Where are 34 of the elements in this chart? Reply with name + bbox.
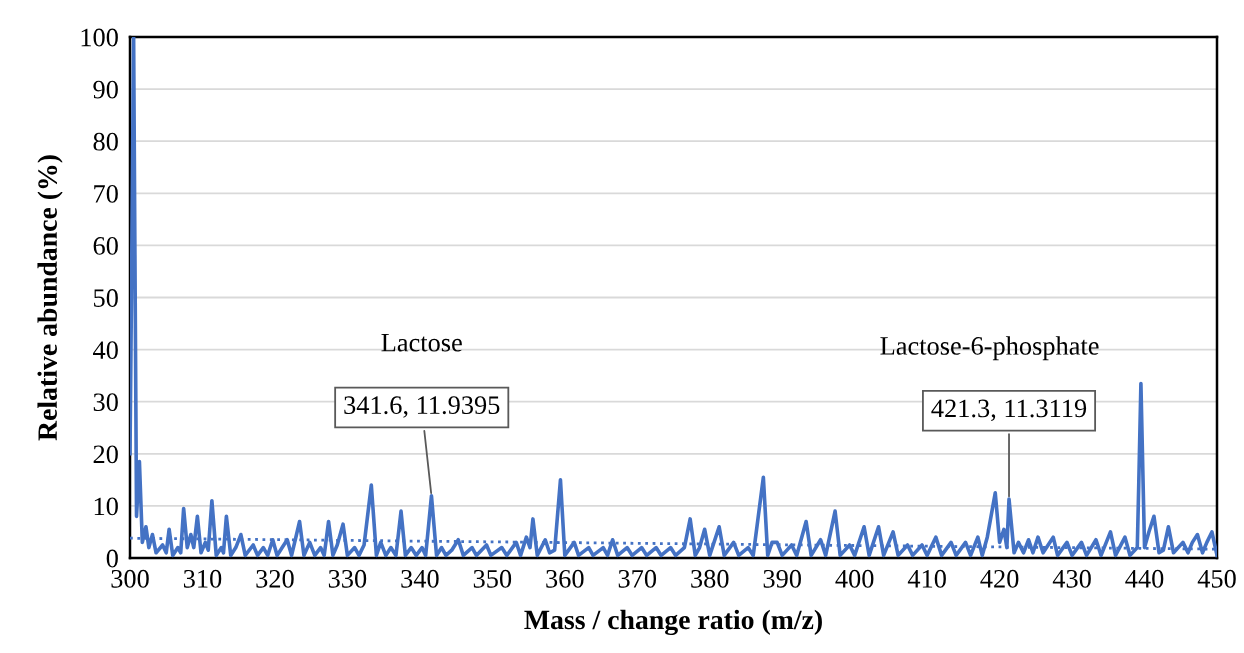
- y-axis-title: Relative abundance (%): [37, 155, 63, 441]
- annotation: 421.3, 11.3119: [931, 399, 1087, 422]
- x-tick-label: 340: [401, 569, 439, 588]
- y-tick-label: 60: [93, 237, 118, 255]
- x-tick-label: 370: [618, 569, 657, 588]
- x-tick-label: 410: [907, 569, 946, 588]
- y-tick-label: 20: [93, 445, 118, 464]
- y-tick-label: 0: [106, 549, 118, 568]
- y-tick-label: 30: [93, 393, 118, 412]
- x-tick-label: 390: [763, 569, 801, 588]
- x-tick-label: 380: [691, 569, 729, 588]
- y-tick-label: 40: [93, 341, 118, 360]
- y-tick-label: 70: [94, 184, 118, 203]
- annotation: 341.6, 11.9395: [344, 396, 500, 418]
- line-series: [130, 37, 1217, 558]
- x-tick-label: 310: [183, 569, 222, 588]
- x-tick-label: 320: [256, 569, 294, 588]
- x-tick-label: 440: [1125, 569, 1164, 588]
- x-tick-label: 300: [111, 569, 149, 588]
- annotation: Lactose: [381, 334, 462, 352]
- x-tick-label: 400: [835, 569, 874, 588]
- y-tick-label: 100: [81, 28, 118, 47]
- x-tick-label: 330: [328, 569, 367, 588]
- annotation: Lactose-6-phosphate: [880, 336, 1099, 361]
- x-tick-label: 350: [473, 569, 512, 588]
- x-axis-title: Mass / change ratio (m/z): [524, 609, 822, 636]
- y-tick-label: 80: [93, 132, 118, 151]
- x-tick-label: 450: [1197, 569, 1236, 588]
- x-tick-label: 360: [546, 569, 584, 588]
- x-tick-label: 420: [980, 569, 1019, 588]
- x-tick-label: 430: [1052, 569, 1091, 588]
- y-tick-label: 10: [94, 497, 118, 516]
- y-tick-label: 50: [94, 289, 118, 307]
- y-tick-label: 90: [93, 80, 118, 99]
